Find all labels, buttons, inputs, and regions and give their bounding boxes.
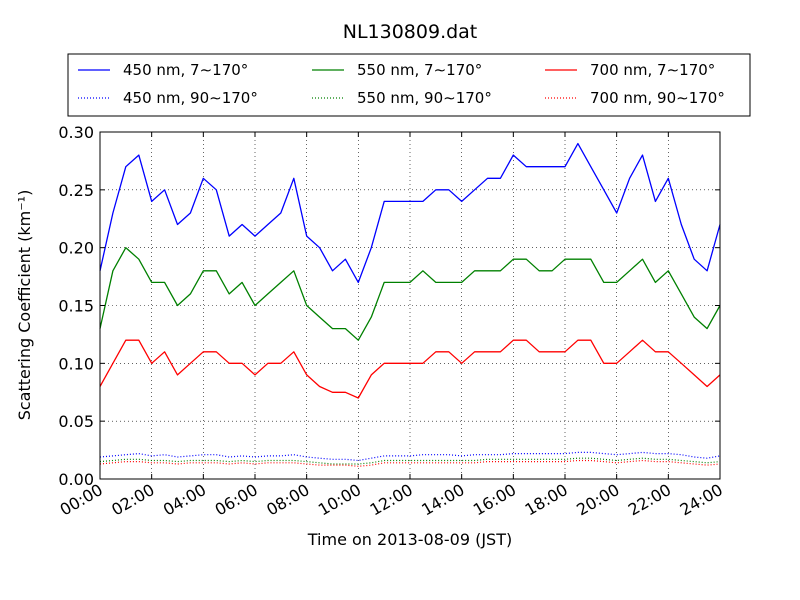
legend-box — [67, 53, 751, 117]
legend-label: 550 nm, 90∼170° — [357, 89, 492, 107]
y-tick-label: 0.20 — [58, 239, 94, 258]
y-tick-label: 0.25 — [58, 181, 94, 200]
legend-label: 450 nm, 90∼170° — [123, 89, 258, 107]
series-group — [99, 142, 721, 467]
y-tick-label: 0.10 — [58, 354, 94, 373]
legend-label: 700 nm, 90∼170° — [590, 89, 725, 107]
x-axis-label: Time on 2013-08-09 (JST) — [307, 530, 512, 549]
series-line-550-nm-7-170 — [99, 247, 721, 341]
legend-label: 450 nm, 7∼170° — [123, 61, 248, 79]
legend-label: 550 nm, 7∼170° — [357, 61, 482, 79]
legend-label: 700 nm, 7∼170° — [590, 61, 715, 79]
legend: 450 nm, 7∼170° 450 nm, 90∼170° 550 nm, 7∼1… — [67, 53, 751, 117]
y-axis-label: Scattering Coefficient (km⁻¹) — [15, 190, 34, 421]
series-line-700-nm-7-170 — [99, 339, 721, 399]
y-tick-label: 0.30 — [58, 123, 94, 142]
series-line-450-nm-7-170 — [99, 142, 721, 284]
y-tick-label: 0.00 — [58, 470, 94, 489]
chart-title: NL130809.dat — [343, 21, 478, 43]
y-tick-label: 0.15 — [58, 297, 94, 316]
y-tick-label: 0.05 — [58, 412, 94, 431]
